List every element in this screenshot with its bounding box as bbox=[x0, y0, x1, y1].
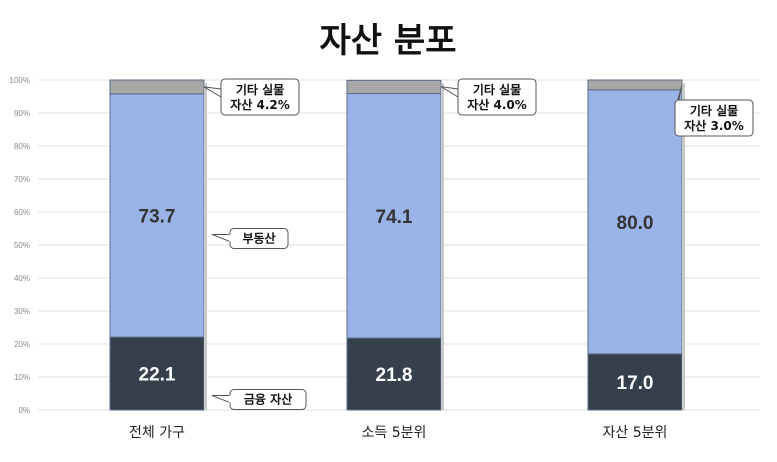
y-tick-label: 20% bbox=[14, 340, 30, 349]
bar-segment bbox=[346, 93, 442, 339]
value-label: 22.1 bbox=[139, 365, 176, 386]
x-tick-label: 소득 5분위 bbox=[362, 425, 427, 441]
bars bbox=[109, 79, 685, 411]
callout-label: 자산 4.2% bbox=[230, 97, 290, 112]
value-label: 74.1 bbox=[376, 207, 413, 228]
bar-segment bbox=[346, 79, 442, 95]
callout-box bbox=[674, 99, 754, 137]
chart-title: 자산 분포 bbox=[320, 21, 457, 61]
callout-pointer bbox=[211, 395, 231, 404]
callout-seam bbox=[459, 88, 461, 98]
y-tick-label: 30% bbox=[14, 307, 30, 316]
series-callout-label: 부동산 bbox=[242, 230, 275, 245]
value-label: 73.7 bbox=[139, 206, 176, 227]
bar-segment bbox=[587, 89, 683, 355]
bar-segment bbox=[587, 79, 683, 91]
callout-label: 자산 4.0% bbox=[467, 97, 527, 112]
y-axis: 0% 10% 20% 30% 40% 50% 60% 70% 80% 90% 100% bbox=[10, 76, 30, 415]
bar-shadow bbox=[204, 83, 207, 410]
value-label: 21.8 bbox=[376, 365, 413, 386]
callout-label: 기타 실물 bbox=[473, 82, 521, 97]
y-tick-label: 0% bbox=[18, 406, 30, 415]
bar-segment bbox=[587, 353, 683, 411]
callout-label: 기타 실물 bbox=[236, 82, 284, 97]
callout-seam bbox=[229, 234, 231, 242]
callout-box bbox=[220, 78, 300, 116]
y-tick-label: 80% bbox=[14, 142, 30, 151]
callout-seam bbox=[229, 395, 231, 403]
x-tick-label: 전체 가구 bbox=[129, 425, 185, 441]
callout-seam bbox=[676, 109, 678, 119]
y-tick-label: 60% bbox=[14, 208, 30, 217]
bar-segment bbox=[109, 79, 205, 95]
callout-box bbox=[457, 78, 537, 116]
y-tick-label: 50% bbox=[14, 241, 30, 250]
value-label: 80.0 bbox=[617, 213, 654, 234]
x-tick-label: 자산 5분위 bbox=[603, 425, 668, 441]
value-label: 17.0 bbox=[617, 373, 654, 394]
bar-segment bbox=[109, 336, 205, 411]
callout-label: 자산 3.0% bbox=[684, 118, 744, 133]
bar-shadow bbox=[682, 83, 685, 410]
callout-seam bbox=[222, 88, 224, 98]
callout-pointer bbox=[211, 233, 231, 243]
callout-label: 기타 실물 bbox=[690, 103, 738, 118]
y-tick-label: 40% bbox=[14, 274, 30, 283]
bar-shadow bbox=[441, 83, 444, 410]
value-labels: 22.1 73.7 21.8 74.1 17.0 80.0 bbox=[139, 206, 654, 393]
y-tick-label: 100% bbox=[10, 76, 30, 85]
y-tick-label: 10% bbox=[14, 373, 30, 382]
y-tick-label: 70% bbox=[14, 175, 30, 184]
bar-segment bbox=[346, 337, 442, 411]
series-callout-label: 금융 자산 bbox=[244, 392, 292, 407]
y-tick-label: 90% bbox=[14, 109, 30, 118]
bar-segment bbox=[109, 93, 205, 338]
x-axis: 전체 가구 소득 5분위 자산 5분위 bbox=[129, 425, 667, 441]
